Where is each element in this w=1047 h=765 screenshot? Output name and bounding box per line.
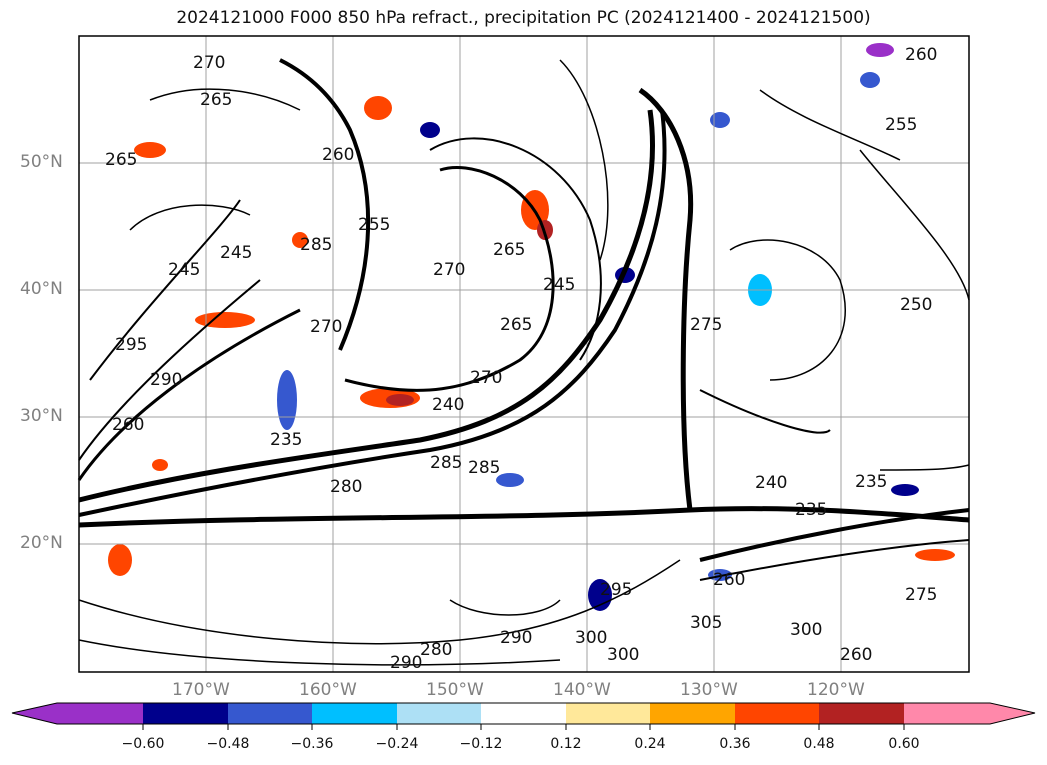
precip-patch (364, 96, 392, 120)
map-title: 2024121000 F000 850 hPa refract., precip… (176, 8, 871, 28)
colorbar-segment (904, 703, 990, 724)
contour-label: 255 (885, 115, 917, 135)
contour-label: 245 (168, 260, 200, 280)
colorbar-tick-label: −0.48 (206, 736, 250, 752)
contour-label: 265 (500, 315, 532, 335)
contour-label: 290 (150, 370, 182, 390)
precip-patch (866, 43, 894, 57)
contour-label: 300 (607, 645, 639, 665)
colorbar-tick-label: 0.24 (634, 736, 666, 752)
precip-patch (420, 122, 440, 138)
colorbar-tick-label: −0.36 (290, 736, 334, 752)
contour-label: 265 (200, 90, 232, 110)
contour-label: 265 (493, 240, 525, 260)
lat-label: 50°N (20, 152, 63, 172)
colorbar-tick-label: 0.36 (719, 736, 751, 752)
lon-label: 140°W (553, 680, 611, 700)
colorbar-segment (566, 703, 650, 724)
colorbar-tick-label: 0.48 (803, 736, 835, 752)
lat-label: 20°N (20, 533, 63, 553)
graticule (79, 36, 969, 672)
contour-label: 285 (430, 453, 462, 473)
map-background (79, 36, 969, 672)
colorbar-segment (397, 703, 481, 724)
precip-patch (134, 142, 166, 158)
colorbar-segment (312, 703, 397, 724)
contour-label: 235 (855, 472, 887, 492)
contour-label: 265 (105, 150, 137, 170)
precip-patch (292, 232, 308, 248)
lat-label: 30°N (20, 406, 63, 426)
map-frame (78, 35, 970, 673)
contour-label: 255 (358, 215, 390, 235)
colorbar-segment (228, 703, 312, 724)
contour-label: 240 (432, 395, 464, 415)
precip-patch (710, 112, 730, 128)
contour-label: 245 (543, 275, 575, 295)
contour-label: 280 (330, 477, 362, 497)
colorbar-segment (735, 703, 819, 724)
contour-label: 270 (193, 53, 225, 73)
colorbar-tick-label: 0.12 (550, 736, 582, 752)
colorbar-tick-label: −0.60 (121, 736, 165, 752)
contour-label: 285 (300, 235, 332, 255)
contour-label: 270 (470, 368, 502, 388)
contour-label: 235 (795, 500, 827, 520)
contour-label: 250 (900, 295, 932, 315)
contour-label: 245 (220, 243, 252, 263)
contour-label: 260 (112, 415, 144, 435)
colorbar-segment (650, 703, 735, 724)
contour-label: 270 (310, 317, 342, 337)
contour-labels: 270 265 265 260 255 245 245 270 265 265 245 285 270 2… (105, 45, 937, 673)
contour-label: 285 (468, 458, 500, 478)
contour-label: 300 (790, 620, 822, 640)
precip-patch (891, 484, 919, 496)
contour-label: 270 (433, 260, 465, 280)
lon-label: 130°W (680, 680, 738, 700)
colorbar-segment (57, 703, 143, 724)
colorbar-tick-label: 0.60 (888, 736, 920, 752)
lon-label: 150°W (426, 680, 484, 700)
contour-label: 275 (905, 585, 937, 605)
colorbar-tick-label: −0.12 (459, 736, 503, 752)
colorbar-tick-label: −0.24 (375, 736, 419, 752)
contour-label: 275 (690, 315, 722, 335)
precip-patch (108, 544, 132, 576)
precip-patch (277, 370, 297, 430)
lon-label: 170°W (172, 680, 230, 700)
precip-patch (386, 394, 414, 406)
contour-label: 280 (420, 640, 452, 660)
contour-label: 240 (755, 473, 787, 493)
colorbar-segment (481, 703, 566, 724)
colorbar-segment (143, 703, 228, 724)
colorbar-segment (819, 703, 904, 724)
refractivity-contours (77, 58, 970, 666)
contour-label: 260 (905, 45, 937, 65)
colorbar (11, 702, 1036, 730)
precip-patch (195, 312, 255, 328)
precip-patch (496, 473, 524, 487)
lon-label: 120°W (807, 680, 865, 700)
contour-label: 260 (840, 645, 872, 665)
lat-label: 40°N (20, 279, 63, 299)
contour-label: 295 (115, 335, 147, 355)
colorbar-outline (11, 702, 1036, 725)
contour-label: 290 (390, 653, 422, 673)
lon-label: 160°W (299, 680, 357, 700)
contour-label: 260 (713, 570, 745, 590)
contour-label: 260 (322, 145, 354, 165)
contour-label: 295 (600, 580, 632, 600)
colorbar-extend-max (990, 703, 1035, 724)
contour-label: 290 (500, 628, 532, 648)
colorbar-extend-min (12, 703, 57, 724)
precip-patch (915, 549, 955, 561)
contour-label: 305 (690, 613, 722, 633)
contour-label: 300 (575, 628, 607, 648)
contour-label: 235 (270, 430, 302, 450)
precip-patch (860, 72, 880, 88)
precip-patch (152, 459, 168, 471)
